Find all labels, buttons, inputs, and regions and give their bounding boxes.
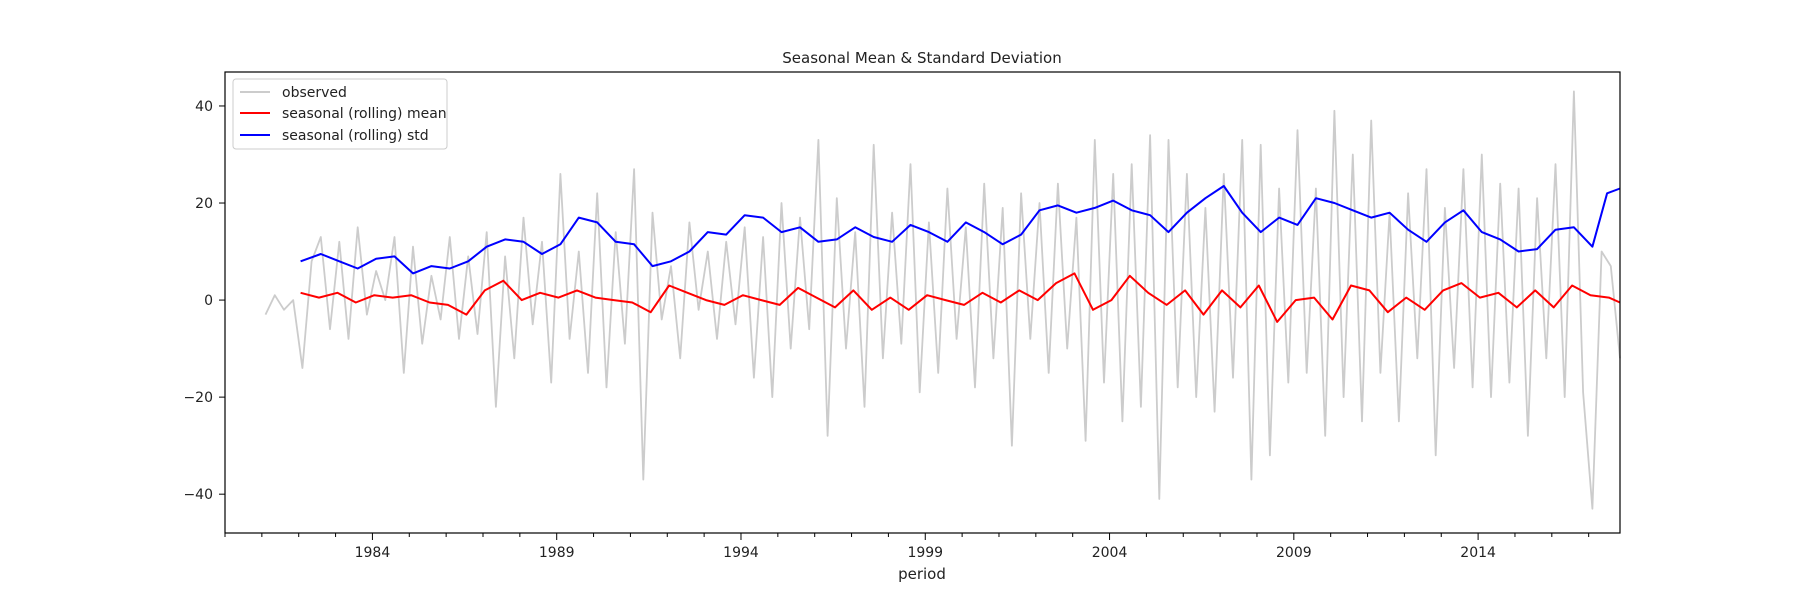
- x-tick-label: 1994: [723, 545, 759, 561]
- plot-frame: [224, 71, 1621, 534]
- y-tick-label: −40: [183, 487, 213, 503]
- legend-label-observed: observed: [282, 85, 347, 101]
- x-tick-label: 1984: [355, 545, 391, 561]
- y-tick-label: 40: [195, 99, 213, 115]
- legend-label-std: seasonal (rolling) std: [282, 128, 429, 144]
- x-tick-label: 2009: [1276, 545, 1312, 561]
- x-axis-label: period: [898, 565, 946, 583]
- plot-area: [264, 90, 1621, 510]
- legend-label-mean: seasonal (rolling) mean: [282, 106, 447, 122]
- series-line-seasonal-rolling-std: [300, 185, 1621, 275]
- legend: observed seasonal (rolling) mean seasona…: [232, 78, 448, 150]
- x-tick-label: 2014: [1460, 545, 1496, 561]
- x-tick-label: 1999: [907, 545, 943, 561]
- x-tick-label: 2004: [1092, 545, 1128, 561]
- legend-frame: [232, 78, 448, 150]
- series-line-observed: [264, 90, 1621, 510]
- y-tick-label: −20: [183, 390, 213, 406]
- y-tick-label: 20: [195, 196, 213, 212]
- x-axis: 1984 1989 1994 1999 2004 2009 2014: [224, 533, 1590, 561]
- series-line-seasonal-rolling-mean: [300, 272, 1621, 323]
- chart-title: Seasonal Mean & Standard Deviation: [782, 49, 1061, 67]
- x-tick-label: 1989: [539, 545, 575, 561]
- y-axis: 40 20 0 −20 −40: [183, 99, 225, 503]
- y-tick-label: 0: [204, 293, 213, 309]
